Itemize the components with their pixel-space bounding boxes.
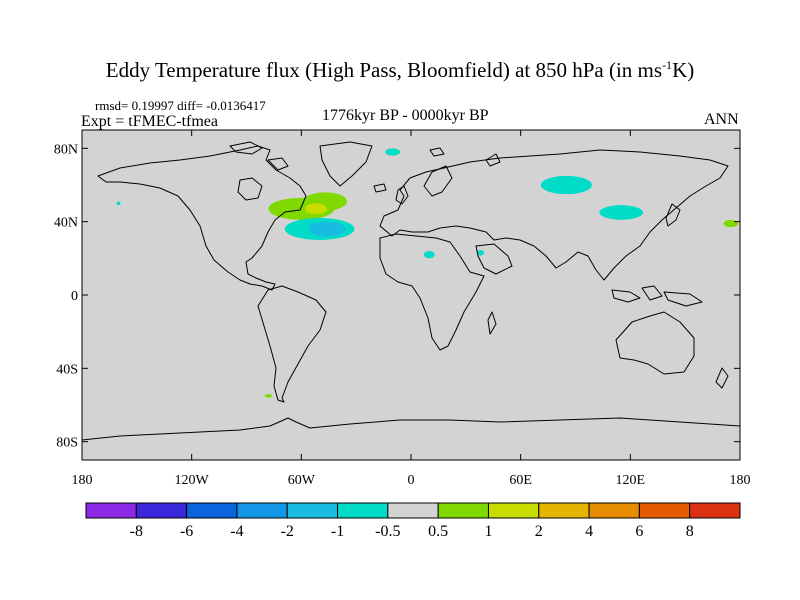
colorbar-swatch	[487, 502, 540, 519]
map-tick-labels: 180 120W 60W 0 60E 120E 180 80N 40N 0 40S 80S	[54, 142, 751, 488]
anomaly-region	[599, 205, 644, 220]
lat-tick-label: 80N	[54, 142, 78, 157]
lat-tick-label: 80S	[56, 436, 78, 451]
colorbar-label: 4	[585, 523, 593, 540]
lon-tick-label: 60W	[288, 473, 316, 488]
map-background	[82, 130, 740, 460]
anomaly-region	[308, 221, 346, 237]
lon-tick-label: 60E	[509, 473, 532, 488]
colorbar-swatch	[186, 502, 238, 519]
anomaly-region	[540, 175, 592, 195]
colorbar-swatch	[437, 502, 489, 519]
colorbar-label: 1	[484, 523, 492, 540]
colorbar-label: -6	[180, 523, 193, 540]
colorbar-label: -1	[331, 523, 344, 540]
colorbar-swatch	[236, 502, 288, 519]
lon-tick-label: 0	[408, 473, 415, 488]
colorbar-swatch	[538, 502, 590, 519]
colorbar-swatch	[337, 502, 389, 519]
anomaly-region	[385, 148, 401, 156]
experiment-label: Expt = tFMEC-tfmea	[81, 113, 219, 130]
plot-title: Eddy Temperature flux (High Pass, Bloomf…	[105, 58, 695, 82]
colorbar-label: 2	[535, 523, 543, 540]
lon-tick-label: 180	[730, 473, 751, 488]
lat-tick-label: 40N	[54, 216, 78, 231]
coastlines	[82, 141, 740, 441]
colorbar-label: 8	[686, 523, 694, 540]
anomaly-region	[723, 219, 739, 228]
colorbar-label: 6	[635, 523, 643, 540]
anomaly-region	[264, 394, 273, 398]
colorbar-swatch	[638, 502, 691, 519]
anomaly-region	[423, 251, 435, 259]
anomaly-region	[304, 203, 327, 215]
colorbar-swatch	[85, 502, 137, 519]
colorbar-label: -8	[130, 523, 143, 540]
colorbar-swatch	[135, 502, 188, 519]
anomaly-contours	[116, 148, 739, 398]
lat-tick-label: 0	[71, 289, 78, 304]
map-ticks	[81, 130, 741, 460]
colorbar-swatch	[689, 502, 741, 519]
colorbar-swatch	[387, 502, 439, 519]
colorbar: -8 -6 -4 -2 -1 -0.5 0.5 1 2 4 6 8	[85, 502, 741, 540]
colorbar-label: -4	[230, 523, 243, 540]
rmsd-diff-stats: rmsd= 0.19997 diff= -0.0136417	[95, 98, 266, 113]
colorbar-swatch	[286, 502, 339, 519]
lon-tick-label: 180	[72, 473, 93, 488]
colorbar-label: -0.5	[375, 523, 400, 540]
lon-tick-label: 120W	[175, 473, 210, 488]
period-label: 1776kyr BP - 0000kyr BP	[322, 107, 489, 124]
lon-tick-label: 120E	[616, 473, 646, 488]
colorbar-label: 0.5	[428, 523, 448, 540]
anomaly-region	[116, 201, 121, 206]
lat-tick-label: 40S	[56, 362, 78, 377]
anomaly-region	[476, 250, 485, 256]
season-label: ANN	[704, 111, 739, 128]
colorbar-label: -2	[281, 523, 294, 540]
colorbar-swatch	[588, 502, 640, 519]
